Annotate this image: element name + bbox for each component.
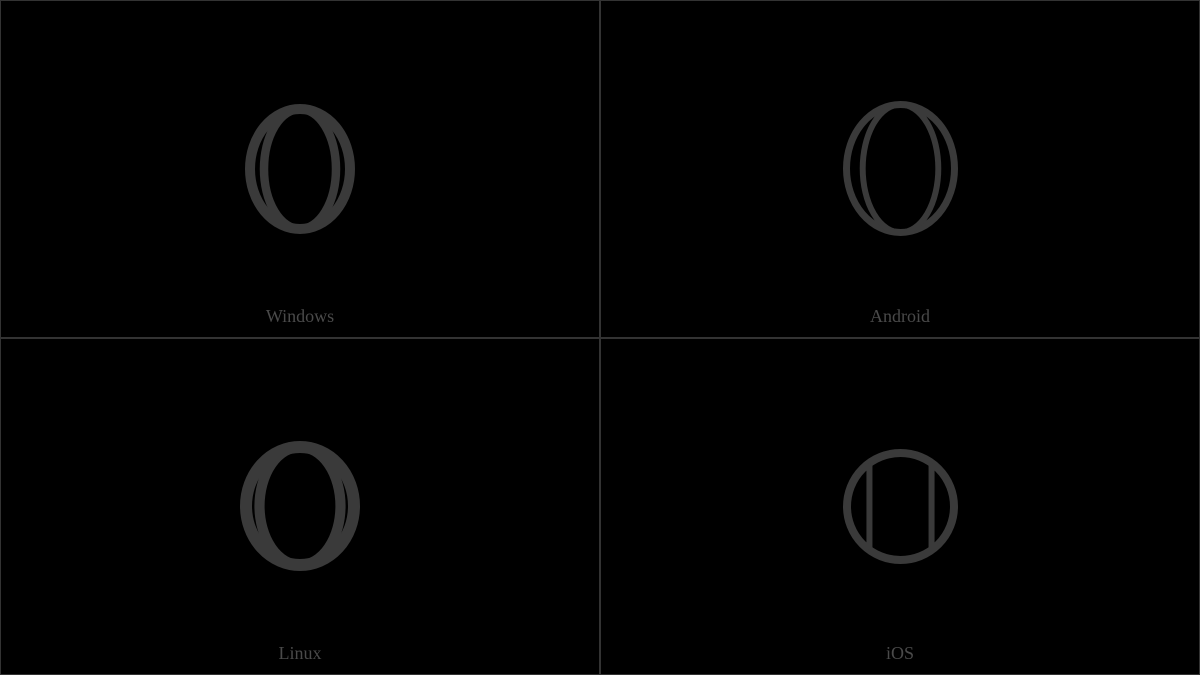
cell-linux: Linux	[0, 338, 600, 675]
cell-ios: iOS	[600, 338, 1200, 675]
cell-android: Android	[600, 0, 1200, 338]
glyph-windows	[245, 104, 355, 234]
glyph-ios	[843, 449, 958, 564]
caption-windows: Windows	[1, 306, 599, 327]
glyph-linux	[240, 441, 360, 571]
glyph-comparison-grid: Windows Android Linux iOS	[0, 0, 1200, 675]
caption-linux: Linux	[1, 643, 599, 664]
caption-ios: iOS	[601, 643, 1199, 664]
caption-android: Android	[601, 306, 1199, 327]
cell-windows: Windows	[0, 0, 600, 338]
glyph-android	[843, 101, 958, 236]
